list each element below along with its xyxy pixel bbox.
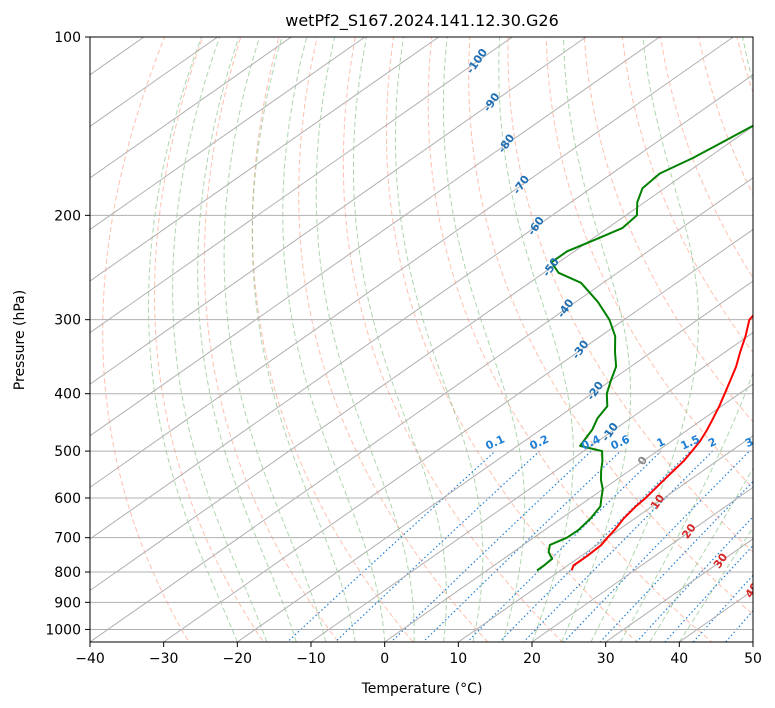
temperature-profile-line <box>570 314 753 571</box>
moist-adiabat <box>197 37 297 642</box>
isotherm-line <box>310 331 753 642</box>
isotherm-line <box>90 125 753 592</box>
x-tick-label: −10 <box>296 651 326 667</box>
y-tick-label: 500 <box>54 444 81 460</box>
chart-title: wetPf2_S167.2024.141.12.30.G26 <box>285 11 559 31</box>
moist-adiabat <box>172 37 268 642</box>
x-tick-label: 50 <box>744 651 762 667</box>
isotherm-line <box>90 37 366 231</box>
dry-adiabat <box>203 37 339 642</box>
series-layer <box>536 124 753 572</box>
moist-adiabat <box>590 37 699 642</box>
plot-frame <box>89 36 754 643</box>
moist-adiabat <box>678 526 753 642</box>
x-tick-label: −40 <box>75 651 105 667</box>
moist-adiabat <box>498 37 574 642</box>
moist-adiabat <box>282 37 386 642</box>
moist-adiabat <box>223 37 327 642</box>
isotherm-line <box>237 280 753 642</box>
x-tick-label: 40 <box>670 651 688 667</box>
moist-adiabat <box>251 37 356 642</box>
x-tick-label: 20 <box>523 651 541 667</box>
y-tick-label: 900 <box>54 595 81 611</box>
x-tick-label: 10 <box>449 651 467 667</box>
grid-layer <box>90 37 753 642</box>
dry-adiabat <box>583 37 753 423</box>
moist-adiabat <box>315 37 415 642</box>
isotherm-line <box>458 435 753 642</box>
x-tick-label: −30 <box>149 651 179 667</box>
moist-adiabat <box>394 37 484 642</box>
dry-adiabat <box>507 37 753 553</box>
dry-adiabat <box>545 37 753 489</box>
y-tick-label: 1000 <box>45 622 81 638</box>
isotherm-line <box>384 383 753 642</box>
moist-adiabat <box>619 37 753 642</box>
y-tick-label: 600 <box>54 491 81 507</box>
isotherm-line <box>531 486 753 642</box>
y-tick-label: 800 <box>54 565 81 581</box>
y-tick-label: 200 <box>54 208 81 224</box>
x-tick-label: −20 <box>223 651 253 667</box>
isotherm-line <box>90 177 753 642</box>
isotherm-line <box>90 37 660 437</box>
isotherm-label: 40 <box>743 580 763 600</box>
isotherm-line <box>605 538 753 642</box>
y-tick-label: 400 <box>54 387 81 403</box>
isotherm-line <box>90 37 734 488</box>
x-tick-label: 0 <box>380 651 389 667</box>
moist-adiabat <box>353 37 447 642</box>
y-tick-label: 300 <box>54 313 81 329</box>
isotherm-line <box>90 37 587 385</box>
moist-adiabat <box>442 37 526 642</box>
isotherm-line <box>90 37 439 282</box>
isotherm-line <box>163 228 753 642</box>
x-axis-title: Temperature (°C) <box>361 681 483 697</box>
axis-layer: −40 −30 −20 −10 0 10 20 30 40 50 100 200 300 400 500 60… <box>45 30 762 667</box>
x-tick-label: 30 <box>597 651 615 667</box>
isotherm-line <box>90 74 753 540</box>
y-tick-label: 100 <box>54 30 81 46</box>
isotherm-line <box>90 37 513 334</box>
y-axis-title: Pressure (hPa) <box>12 290 28 390</box>
y-tick-label: 700 <box>54 531 81 547</box>
isotherm-line <box>90 37 292 179</box>
dewpoint-profile-line <box>536 124 753 572</box>
mixing-ratio-label: 3 <box>743 435 755 450</box>
